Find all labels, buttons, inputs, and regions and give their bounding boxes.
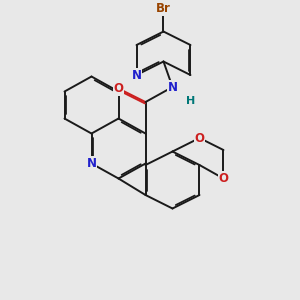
Text: N: N	[131, 68, 142, 82]
Text: N: N	[86, 157, 97, 170]
Text: H: H	[186, 95, 195, 106]
Text: O: O	[218, 172, 229, 185]
Text: N: N	[167, 80, 178, 94]
Text: O: O	[113, 82, 124, 95]
Text: O: O	[194, 131, 205, 145]
Text: Br: Br	[156, 2, 171, 15]
